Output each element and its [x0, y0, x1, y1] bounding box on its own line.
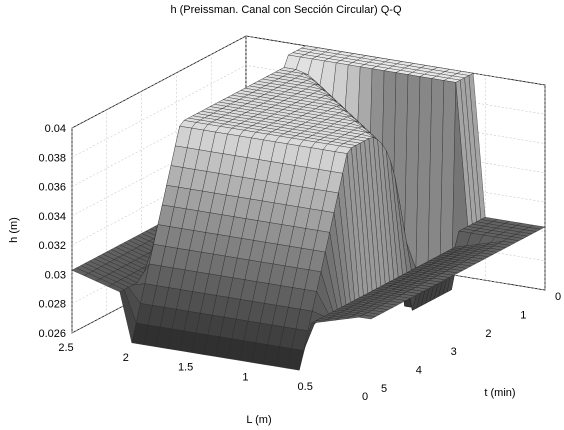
z-grid-line-6: [71, 65, 546, 158]
z-axis-label: h (m): [8, 217, 20, 243]
z-tick-label: 0.038: [38, 152, 66, 164]
chart-title: h (Preissman. Canal con Sección Circular…: [170, 4, 402, 16]
y-tick-label: 3: [451, 346, 457, 358]
x-tick-label: 0.5: [298, 381, 313, 393]
x-tick-label: 2: [123, 352, 129, 364]
x-tick-label: 2.5: [58, 342, 73, 354]
y-tick-label: 2: [485, 328, 491, 340]
z-tick-label: 0.03: [45, 269, 66, 281]
x-tick-label: 1.5: [178, 362, 193, 374]
y-tick-label: 5: [381, 383, 387, 395]
tick-labels: 0.026 0.028 0.03 0.032 0.034 0.036 0.038 0.04 2.…: [38, 123, 561, 403]
z-tick-label: 0.04: [45, 123, 66, 135]
x-axis-label: L (m): [246, 414, 271, 426]
x-tick-label: 0: [362, 391, 368, 403]
z-tick-label: 0.028: [38, 299, 66, 311]
x-tick-label: 1: [242, 371, 248, 383]
y-tick-label: 1: [520, 309, 526, 321]
z-tick-label: 0.032: [38, 240, 66, 252]
y-tick-label: 0: [555, 291, 561, 303]
surface-mesh: [71, 45, 546, 371]
surface-quad: [358, 314, 376, 320]
y-tick-label: 4: [416, 365, 422, 377]
z-tick-label: 0.026: [38, 328, 66, 340]
z-tick-label: 0.034: [38, 211, 66, 223]
z-tick-label: 0.036: [38, 182, 66, 194]
y-axis-label: t (min): [484, 387, 515, 399]
